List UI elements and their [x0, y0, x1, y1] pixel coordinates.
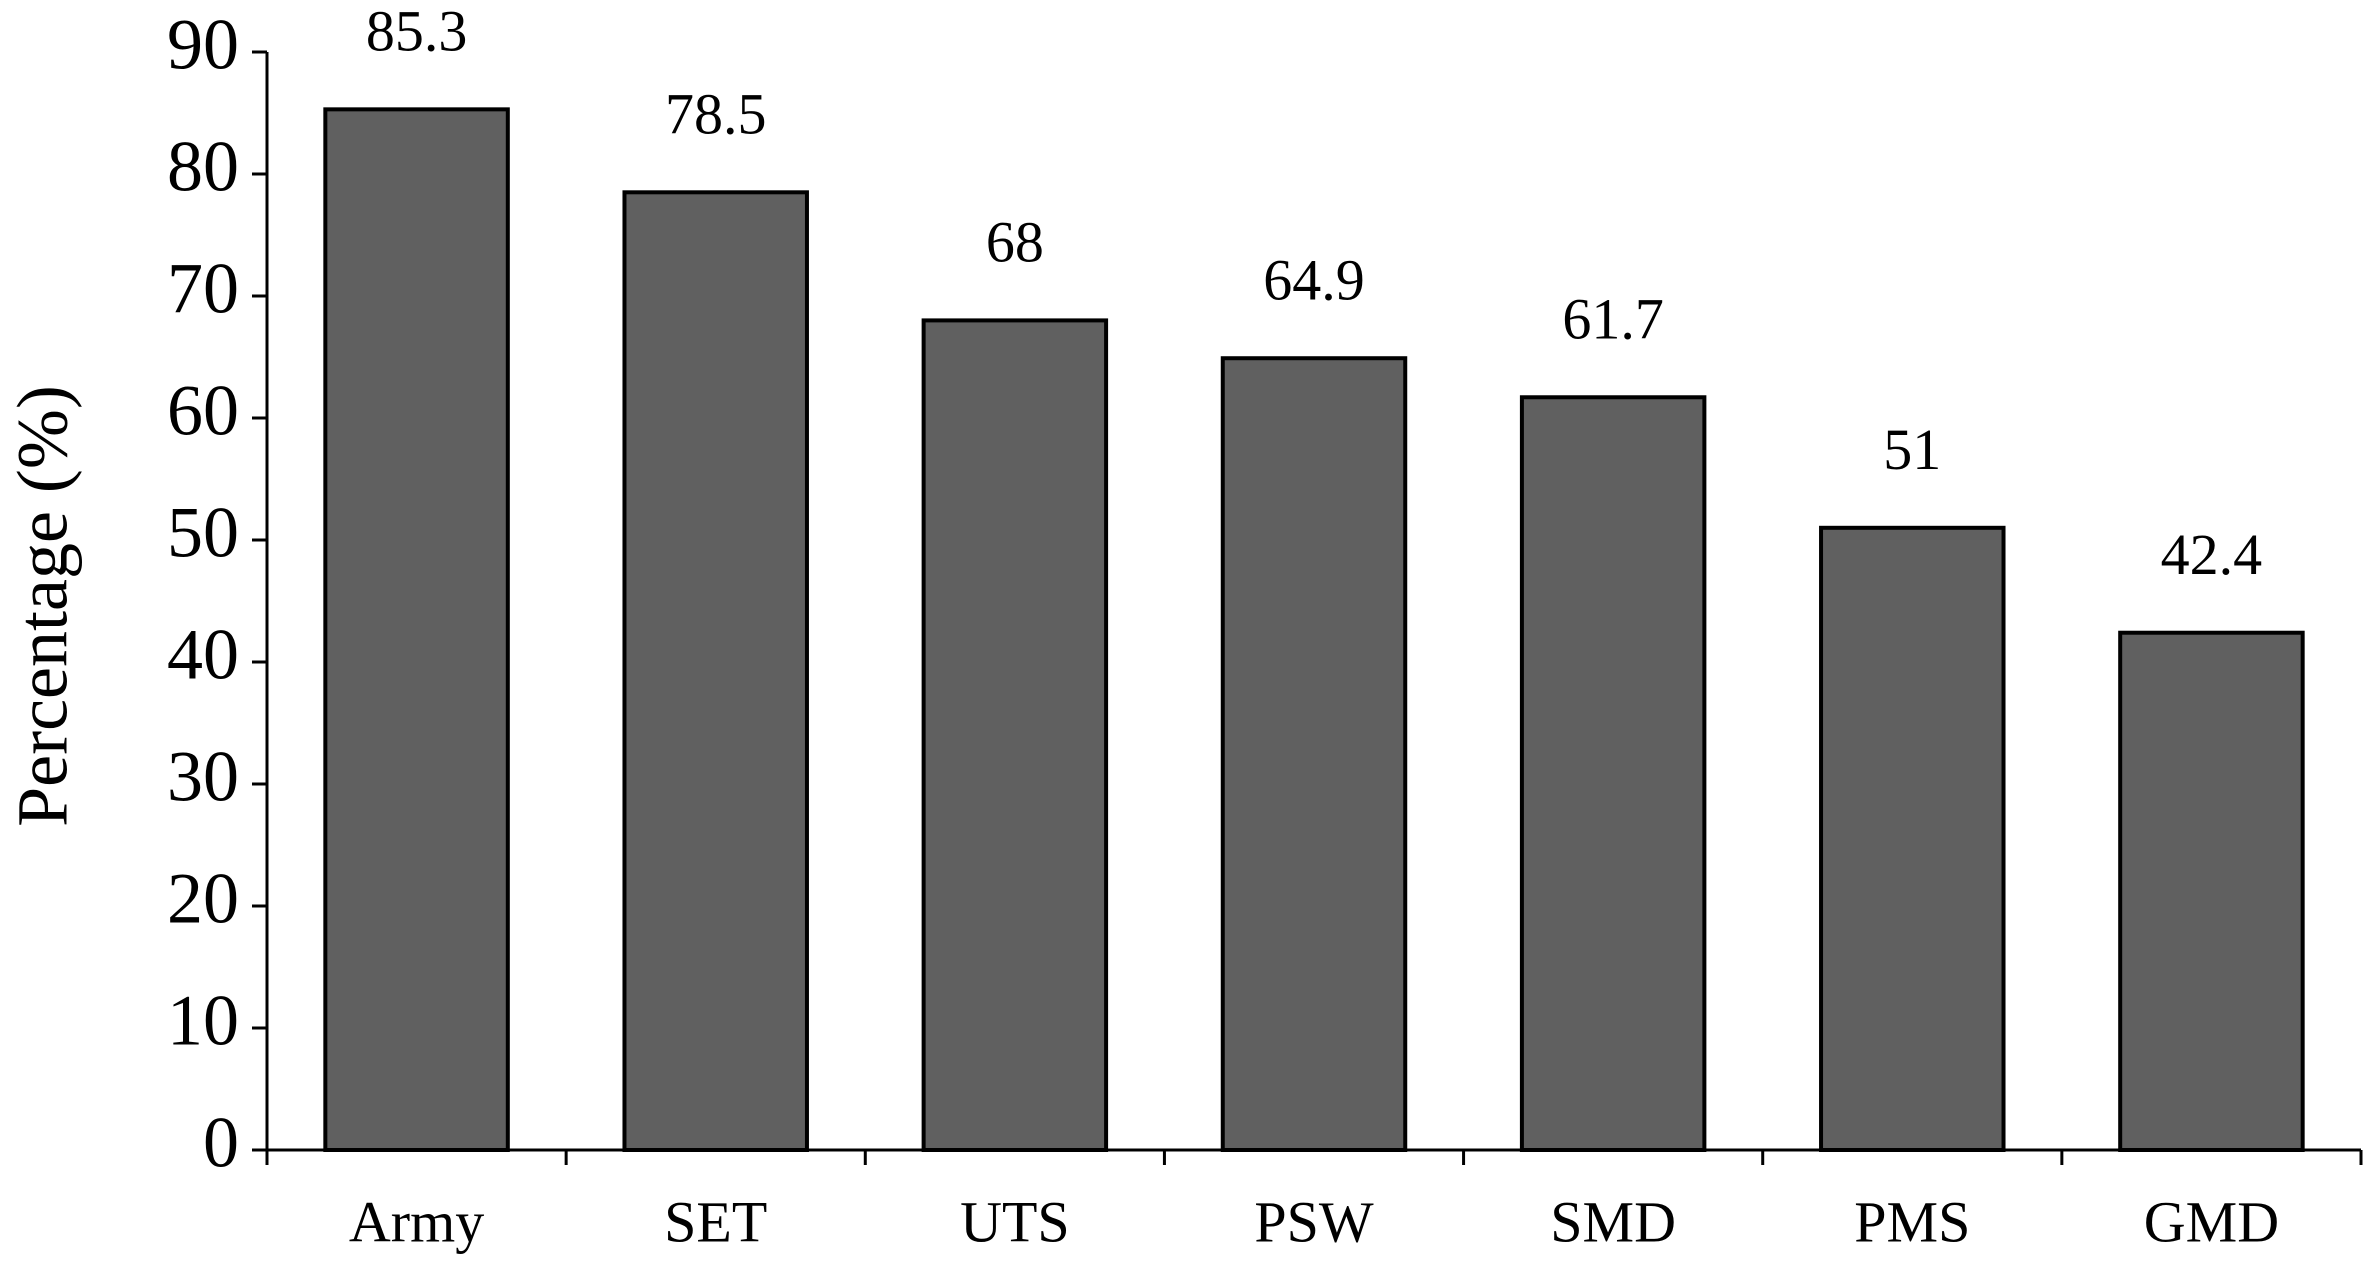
data-label: 78.5 [665, 82, 767, 147]
bar [622, 190, 809, 1153]
x-tick-label: GMD [2144, 1189, 2279, 1254]
bar [323, 107, 510, 1153]
x-tick-label: SMD [1550, 1189, 1676, 1254]
y-tick-label: 20 [167, 859, 239, 939]
data-label: 42.4 [2161, 522, 2263, 587]
y-tick-label: 80 [167, 127, 239, 207]
y-tick-label: 30 [167, 737, 239, 817]
bar [2118, 630, 2305, 1152]
x-tick-label: Army [349, 1189, 484, 1254]
bar [1819, 525, 2006, 1152]
y-tick-label: 50 [167, 493, 239, 573]
bar [1519, 395, 1707, 1152]
y-tick-label: 40 [167, 615, 239, 695]
x-tick-label: UTS [960, 1189, 1070, 1254]
y-axis-label: Percentage (%) [3, 385, 83, 827]
y-tick-label: 60 [167, 371, 239, 451]
y-tick-label: 0 [203, 1103, 239, 1183]
data-label: 68 [986, 210, 1044, 275]
data-label: 51 [1883, 417, 1941, 482]
data-label: 64.9 [1263, 248, 1365, 313]
data-label: 61.7 [1562, 287, 1664, 352]
x-tick-label: SET [664, 1189, 767, 1254]
bar [921, 318, 1109, 1152]
x-tick-label: PSW [1254, 1189, 1374, 1254]
bar [1220, 356, 1408, 1153]
y-tick-label: 70 [167, 249, 239, 329]
y-tick-label: 10 [167, 981, 239, 1061]
y-tick-label: 90 [167, 5, 239, 85]
x-tick-label: PMS [1854, 1189, 1970, 1254]
data-label: 85.3 [366, 0, 468, 64]
